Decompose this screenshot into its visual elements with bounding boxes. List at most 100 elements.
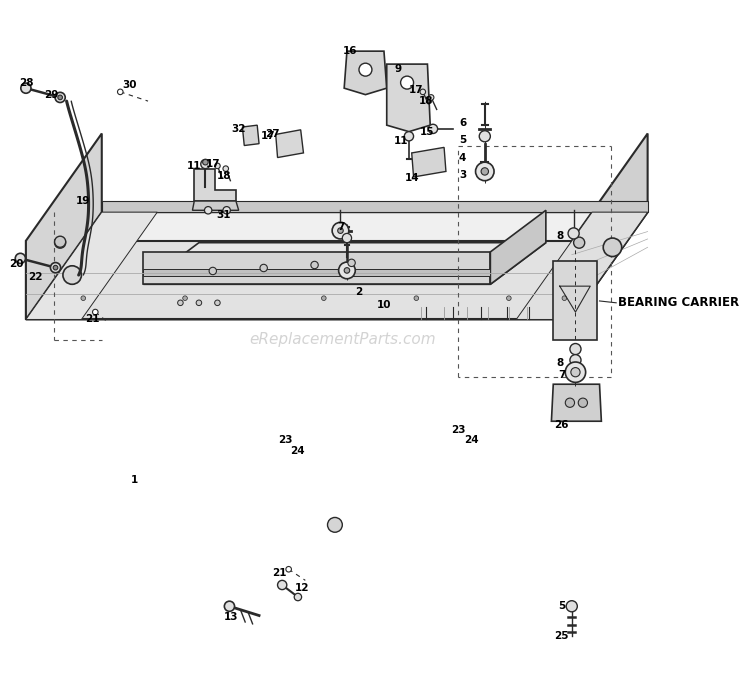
Text: 13: 13 [224, 612, 238, 622]
Text: 5: 5 [558, 601, 566, 612]
Circle shape [53, 265, 58, 270]
Circle shape [55, 236, 66, 247]
Text: 26: 26 [554, 420, 568, 430]
Circle shape [328, 518, 342, 533]
Text: eReplacementParts.com: eReplacementParts.com [249, 332, 436, 348]
Text: 3: 3 [459, 170, 466, 180]
Text: 8: 8 [556, 358, 563, 368]
Circle shape [566, 601, 578, 612]
Circle shape [348, 259, 355, 267]
Text: 11: 11 [394, 136, 409, 146]
Text: 7: 7 [558, 370, 566, 380]
Circle shape [338, 262, 356, 279]
Polygon shape [551, 384, 602, 421]
Polygon shape [143, 269, 490, 276]
Circle shape [63, 266, 82, 284]
Polygon shape [344, 51, 387, 94]
Circle shape [571, 368, 580, 377]
Circle shape [476, 162, 494, 181]
Circle shape [260, 265, 268, 272]
Text: 5: 5 [459, 135, 466, 145]
Text: 28: 28 [19, 78, 33, 88]
Text: 31: 31 [217, 210, 231, 220]
Text: 27: 27 [266, 130, 280, 140]
Circle shape [201, 159, 210, 169]
Circle shape [55, 237, 66, 248]
Polygon shape [26, 134, 102, 319]
Circle shape [278, 580, 286, 590]
Circle shape [310, 261, 318, 269]
Polygon shape [143, 252, 490, 284]
Circle shape [414, 296, 419, 300]
Polygon shape [26, 241, 572, 319]
Circle shape [223, 207, 230, 214]
Text: 9: 9 [394, 63, 401, 74]
Text: 18: 18 [217, 171, 231, 181]
Text: 24: 24 [290, 446, 305, 456]
Text: 6: 6 [459, 118, 466, 128]
Text: 22: 22 [28, 272, 43, 282]
Circle shape [506, 296, 512, 300]
Text: 8: 8 [556, 232, 563, 241]
Circle shape [92, 309, 98, 315]
Polygon shape [194, 169, 236, 201]
Circle shape [562, 296, 567, 300]
Circle shape [359, 63, 372, 76]
Text: 16: 16 [343, 46, 357, 56]
Circle shape [202, 159, 208, 165]
Circle shape [400, 76, 413, 89]
Circle shape [342, 234, 352, 243]
Circle shape [214, 300, 220, 306]
Circle shape [578, 398, 587, 407]
Text: 2: 2 [356, 287, 362, 297]
Circle shape [566, 398, 574, 407]
Polygon shape [193, 201, 238, 211]
Text: 24: 24 [464, 435, 479, 445]
Polygon shape [102, 201, 648, 212]
Circle shape [58, 95, 62, 100]
Text: 21: 21 [86, 315, 100, 325]
Circle shape [21, 83, 31, 93]
Circle shape [428, 124, 437, 134]
Circle shape [481, 167, 488, 175]
Text: 19: 19 [76, 196, 91, 206]
Text: 18: 18 [419, 96, 433, 106]
Polygon shape [412, 147, 446, 177]
Circle shape [55, 92, 65, 103]
Circle shape [223, 166, 229, 171]
Circle shape [81, 296, 86, 300]
Circle shape [420, 89, 425, 95]
Circle shape [332, 222, 349, 239]
Polygon shape [490, 211, 546, 284]
Polygon shape [387, 64, 430, 132]
Circle shape [15, 253, 26, 263]
Circle shape [196, 300, 202, 306]
Circle shape [118, 89, 123, 95]
Text: 23: 23 [451, 425, 465, 435]
Circle shape [428, 95, 434, 100]
Text: 30: 30 [122, 80, 136, 90]
Circle shape [205, 207, 212, 214]
Circle shape [294, 593, 302, 601]
Text: 17: 17 [206, 159, 220, 169]
Polygon shape [242, 125, 259, 146]
Text: 21: 21 [272, 568, 286, 578]
Text: 29: 29 [44, 90, 58, 100]
Polygon shape [572, 134, 648, 319]
Circle shape [50, 263, 61, 273]
Circle shape [286, 566, 292, 572]
Circle shape [214, 163, 220, 169]
Text: 10: 10 [376, 300, 392, 310]
Polygon shape [554, 261, 597, 340]
Text: 14: 14 [404, 173, 419, 183]
Text: 4: 4 [459, 153, 466, 163]
Text: BEARING CARRIER: BEARING CARRIER [618, 296, 740, 309]
Circle shape [344, 268, 350, 273]
Circle shape [322, 296, 326, 300]
Text: 12: 12 [296, 583, 310, 593]
Text: 32: 32 [232, 124, 246, 134]
Circle shape [209, 267, 217, 275]
Circle shape [574, 237, 585, 248]
Text: 25: 25 [554, 631, 568, 641]
Circle shape [570, 354, 581, 366]
